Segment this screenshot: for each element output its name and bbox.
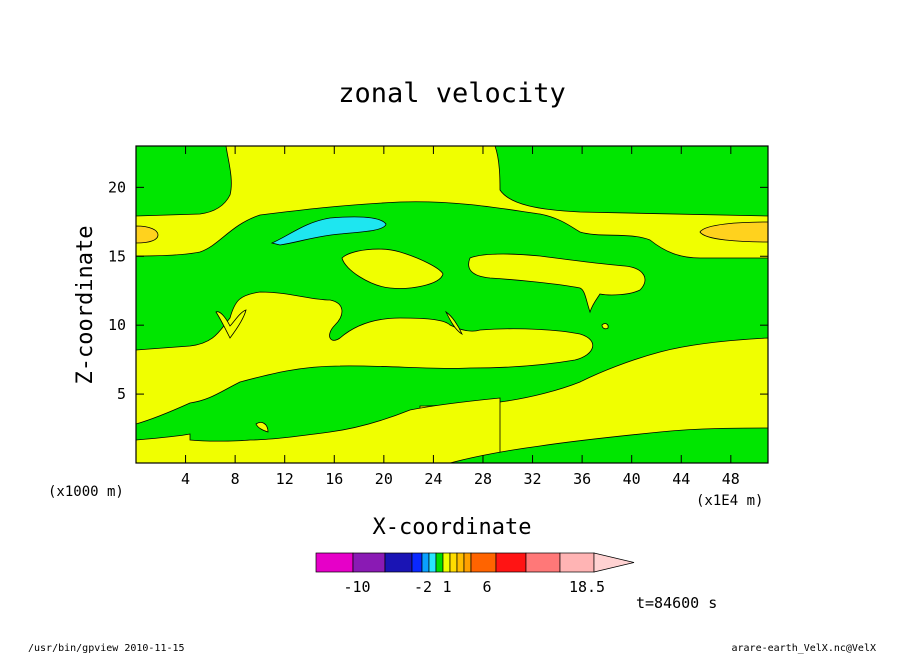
- time-label: t=84600 s: [636, 594, 717, 612]
- x-units-note: (x1000 m): [48, 484, 124, 500]
- colorbar-segment: [435, 552, 444, 573]
- colorbar-segment: [428, 552, 437, 573]
- x-axis-label: X-coordinate: [373, 515, 532, 540]
- region-yellow-middle: [136, 291, 593, 425]
- x-tick-label: 44: [672, 470, 690, 488]
- colorbar-segment: [456, 552, 465, 573]
- plot-area: [135, 145, 769, 464]
- y-tick-label: 5: [117, 385, 126, 403]
- colorbar-segment: [442, 552, 451, 573]
- colorbar-label: 6: [482, 578, 491, 596]
- region-orange-right: [699, 221, 768, 243]
- colorbar: [315, 552, 635, 573]
- region-green-bottom: [449, 427, 768, 463]
- region-orange-left: [136, 225, 159, 244]
- colorbar-arrow: [593, 552, 635, 573]
- region-yellow-small-3: [601, 323, 609, 330]
- colorbar-segment: [463, 552, 472, 573]
- colorbar-segment: [495, 552, 527, 573]
- colorbar-label: -10: [343, 578, 370, 596]
- colorbar-label: 18.5: [569, 578, 605, 596]
- colorbar-labels: -10 -2 1 6 18.5: [343, 578, 605, 596]
- footer-right: arare-earth_VelX.nc@VelX: [732, 643, 877, 654]
- x-tick-label: 8: [231, 470, 240, 488]
- x-tick-label: 28: [474, 470, 492, 488]
- region-yellow-blob-2: [468, 253, 646, 314]
- colorbar-segment: [352, 552, 386, 573]
- chart-title: zonal velocity: [338, 78, 566, 109]
- colorbar-label: -2: [414, 578, 432, 596]
- colorbar-segment: [315, 552, 354, 573]
- region-cyan: [270, 216, 387, 246]
- colorbar-segment: [421, 552, 430, 573]
- x-tick-label: 16: [325, 470, 343, 488]
- x-tick-labels: 4 8 12 16 20 24 28 32 36 40 44 48: [181, 470, 740, 488]
- y-tick-label: 15: [108, 247, 126, 265]
- colorbar-segment: [384, 552, 413, 573]
- x-scale-note: (x1E4 m): [696, 493, 763, 509]
- x-tick-label: 20: [375, 470, 393, 488]
- region-yellow-small-1: [215, 309, 247, 339]
- region-yellow-top: [136, 146, 768, 259]
- x-tick-label: 40: [623, 470, 641, 488]
- colorbar-segment: [525, 552, 561, 573]
- region-yellow-small-2: [444, 310, 463, 335]
- region-yellow-small-4: [255, 422, 269, 433]
- region-yellow-blob-1: [341, 248, 444, 289]
- x-tick-label: 4: [181, 470, 190, 488]
- x-tick-label: 24: [424, 470, 442, 488]
- colorbar-label: 1: [442, 578, 451, 596]
- footer-left: /usr/bin/gpview 2010-11-15: [28, 643, 185, 654]
- plot-frame: [135, 145, 769, 464]
- x-tick-label: 32: [524, 470, 542, 488]
- colorbar-segment: [449, 552, 458, 573]
- y-tick-label: 20: [108, 178, 126, 196]
- x-tick-label: 36: [573, 470, 591, 488]
- y-tick-labels: 5 10 15 20: [108, 178, 126, 403]
- colorbar-segment: [559, 552, 595, 573]
- x-tick-label: 12: [276, 470, 294, 488]
- tick-marks: [136, 146, 768, 463]
- colorbar-segment: [470, 552, 497, 573]
- colorbar-segment: [411, 552, 423, 573]
- y-tick-label: 10: [108, 316, 126, 334]
- y-axis-label: Z-coordinate: [73, 226, 98, 385]
- region-yellow-lower: [136, 397, 501, 463]
- x-tick-label: 48: [722, 470, 740, 488]
